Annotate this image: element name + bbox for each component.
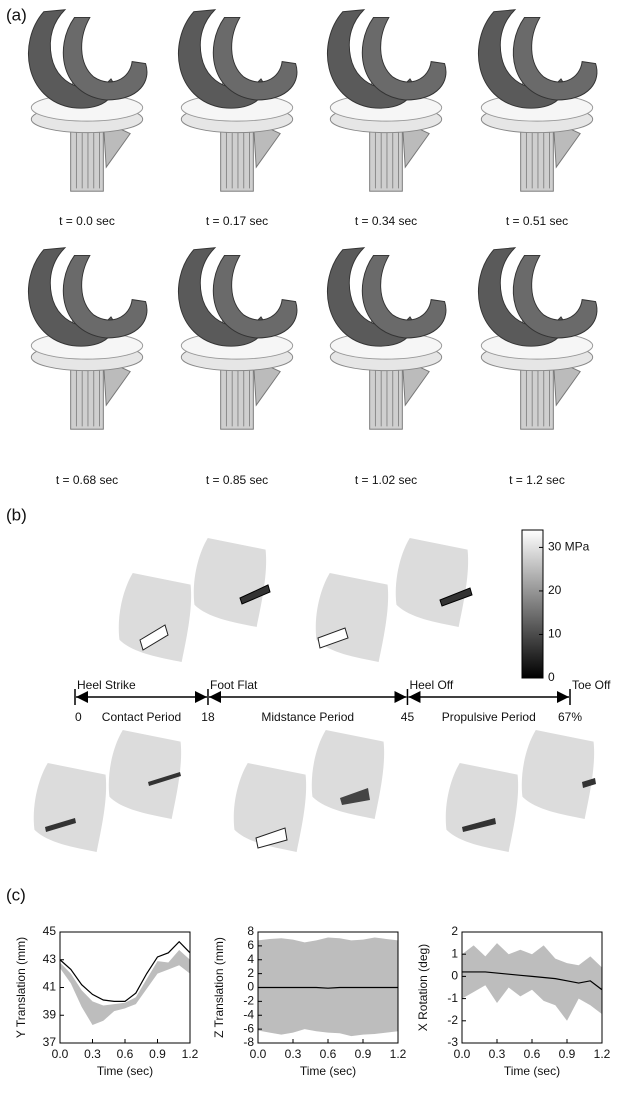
figure: (a) (b) (c) t = 0.0 sec t = 0.17 sec t = 0…	[0, 0, 632, 1090]
gait-period: Contact Period	[102, 710, 181, 724]
colorbar-tick-label: 20	[548, 583, 562, 597]
y-tick-label: 45	[43, 924, 57, 938]
y-tick-label: 41	[43, 980, 57, 994]
gait-percent: 67%	[558, 710, 582, 724]
x-tick-label: 0.0	[52, 1047, 69, 1061]
x-tick-label: 0.9	[355, 1047, 372, 1061]
y-tick-label: 2	[247, 966, 254, 980]
y-tick-label: 39	[43, 1007, 57, 1021]
gait-percent: 18	[201, 710, 215, 724]
x-tick-label: 1.2	[390, 1047, 407, 1061]
y-tick-label: 0	[451, 969, 458, 983]
band	[258, 938, 398, 1037]
y-tick-label: -2	[243, 994, 254, 1008]
colorbar-tick-label: 30 MPa	[548, 540, 590, 554]
panel-label: (c)	[6, 885, 26, 904]
x-tick-label: 1.2	[594, 1047, 611, 1061]
x-tick-label: 0.3	[285, 1047, 302, 1061]
x-tick-label: 0.9	[559, 1047, 576, 1061]
x-tick-label: 0.0	[454, 1047, 471, 1061]
x-axis-label: Time (sec)	[300, 1064, 356, 1078]
implant-image	[327, 10, 446, 191]
x-tick-label: 0.3	[84, 1047, 101, 1061]
gait-event: Heel Off	[409, 678, 453, 692]
gait-percent: 0	[75, 710, 82, 724]
y-tick-label: 1	[451, 946, 458, 960]
x-axis-label: Time (sec)	[97, 1064, 153, 1078]
time-label: t = 1.2 sec	[509, 473, 565, 487]
y-axis-label: Y Translation (mm)	[14, 937, 28, 1038]
colorbar-tick-label: 10	[548, 627, 562, 641]
implant-image	[327, 248, 446, 429]
y-tick-label: 43	[43, 952, 57, 966]
gait-percent: 45	[401, 710, 415, 724]
x-tick-label: 1.2	[182, 1047, 199, 1061]
time-label: t = 0.34 sec	[355, 214, 417, 228]
y-tick-label: 8	[247, 924, 254, 938]
gait-period: Midstance Period	[261, 710, 354, 724]
y-tick-label: -1	[447, 991, 458, 1005]
panel-label: (b)	[6, 505, 27, 524]
implant-image	[28, 248, 147, 429]
panel-label: (a)	[6, 5, 27, 24]
x-tick-label: 0.9	[149, 1047, 166, 1061]
y-axis-label: X Rotation (deg)	[416, 944, 430, 1031]
x-tick-label: 0.6	[320, 1047, 337, 1061]
y-tick-label: -2	[447, 1013, 458, 1027]
y-tick-label: 2	[451, 924, 458, 938]
implant-image	[28, 10, 147, 191]
x-tick-label: 0.6	[524, 1047, 541, 1061]
y-tick-label: 0	[247, 980, 254, 994]
y-axis-label: Z Translation (mm)	[212, 937, 226, 1038]
time-label: t = 0.51 sec	[506, 214, 568, 228]
x-tick-label: 0.3	[489, 1047, 506, 1061]
gait-event: Foot Flat	[210, 678, 258, 692]
implant-image	[178, 248, 297, 429]
implant-image	[178, 10, 297, 191]
time-label: t = 0.68 sec	[56, 473, 118, 487]
time-label: t = 0.17 sec	[206, 214, 268, 228]
band	[60, 950, 190, 1025]
y-tick-label: 4	[247, 952, 254, 966]
implant-image	[478, 10, 597, 191]
colorbar	[522, 530, 543, 678]
time-label: t = 0.85 sec	[206, 473, 268, 487]
colorbar-tick-label: 0	[548, 670, 555, 684]
x-axis-label: Time (sec)	[504, 1064, 560, 1078]
y-tick-label: -6	[243, 1021, 254, 1035]
contact-maps	[34, 538, 596, 852]
x-tick-label: 0.6	[117, 1047, 134, 1061]
y-tick-label: 6	[247, 938, 254, 952]
mean-line	[258, 988, 398, 989]
gait-event: Heel Strike	[77, 678, 136, 692]
band	[462, 943, 602, 1021]
time-label: t = 0.0 sec	[59, 214, 115, 228]
gait-event: Toe Off	[572, 678, 611, 692]
time-label: t = 1.02 sec	[355, 473, 417, 487]
x-tick-label: 0.0	[250, 1047, 267, 1061]
implant-image	[478, 248, 597, 429]
gait-period: Propulsive Period	[442, 710, 536, 724]
y-tick-label: -4	[243, 1007, 254, 1021]
